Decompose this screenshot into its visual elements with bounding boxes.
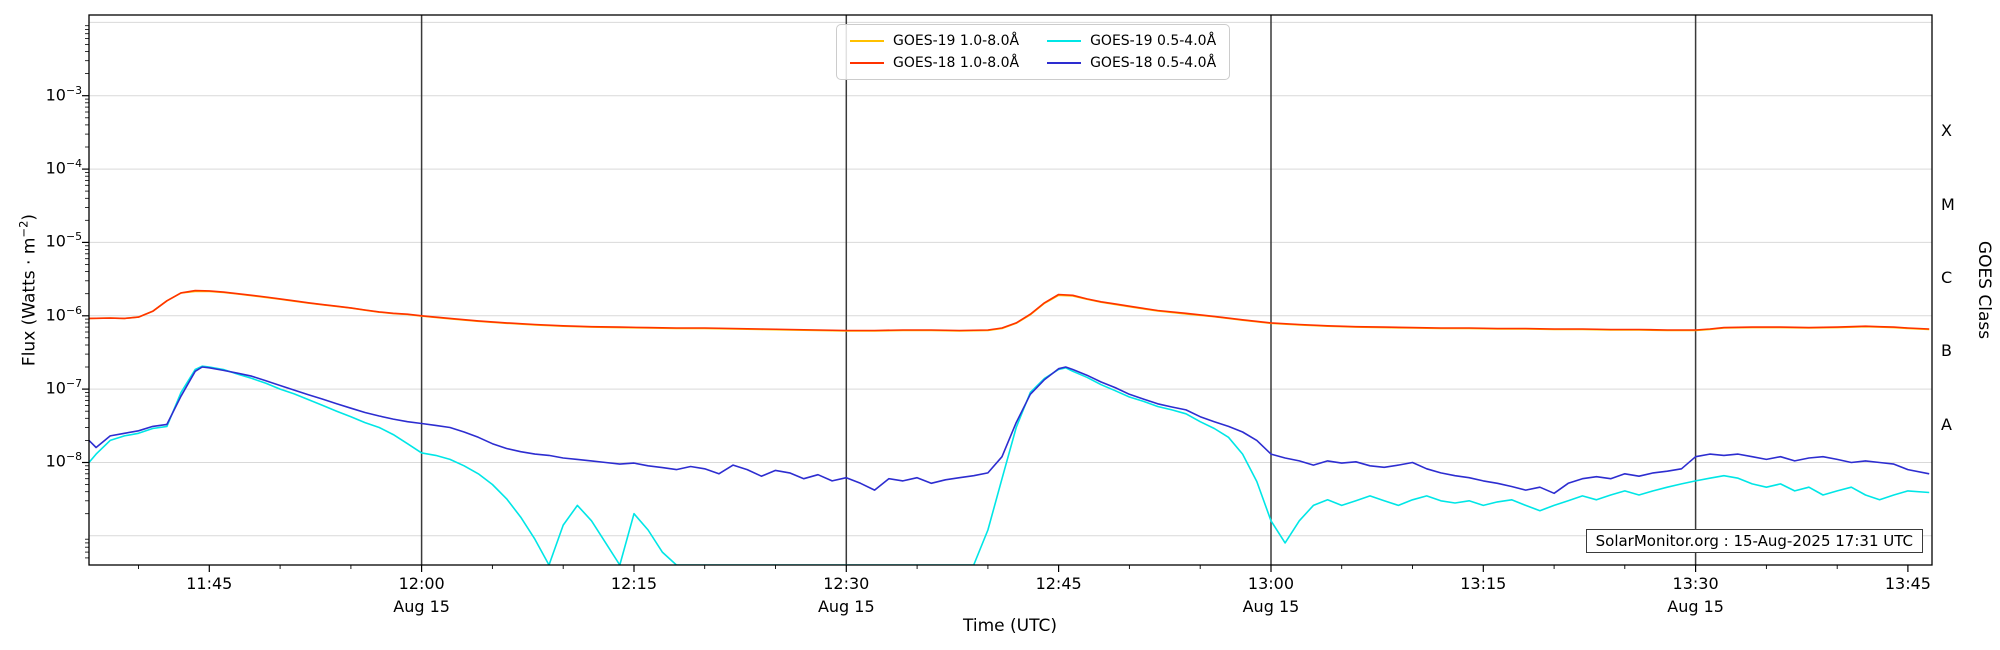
plot-border bbox=[88, 14, 1933, 566]
x-tick-label: 13:15 bbox=[1460, 574, 1507, 593]
goes-class-label: B bbox=[1941, 341, 1952, 361]
legend-line-sample-goes19_short bbox=[1047, 39, 1082, 43]
x-tick-label: 11:45 bbox=[186, 574, 233, 593]
legend-line-sample-goes18_long bbox=[850, 61, 884, 65]
y-tick-label: 10−7 bbox=[45, 377, 82, 398]
x-tick-label: 12:15 bbox=[610, 574, 658, 593]
goes-class-label: A bbox=[1941, 414, 1952, 434]
vertical-day-gridlines bbox=[420, 15, 1697, 565]
legend-label: GOES-18 0.5-4.0Å bbox=[1090, 55, 1217, 71]
series-line-goes18_long bbox=[89, 289, 1930, 332]
right-axis-title: GOES Class bbox=[1974, 240, 1994, 340]
legend-label: GOES-18 1.0-8.0Å bbox=[893, 55, 1020, 71]
x-tick-label: 13:30 Aug 15 bbox=[1667, 574, 1724, 616]
series-line-goes19_short bbox=[89, 365, 1930, 565]
y-tick-label: 10−8 bbox=[45, 450, 82, 471]
series-line-goes18_short bbox=[89, 366, 1930, 495]
goes-class-label: X bbox=[1941, 121, 1952, 141]
legend: GOES-19 1.0-8.0Å GOES-18 1.0-8.0Å GOES-19 … bbox=[836, 24, 1231, 80]
legend-item-goes19_short: GOES-19 0.5-4.0Å bbox=[1047, 33, 1216, 49]
goes-class-label: C bbox=[1941, 268, 1953, 288]
legend-line-sample-goes18_short bbox=[1047, 61, 1082, 65]
y-tick-label: 10−5 bbox=[45, 230, 82, 251]
watermark: SolarMonitor.org : 15-Aug-2025 17:31 UTC bbox=[1585, 529, 1923, 553]
horizontal-gridlines bbox=[89, 21, 1932, 537]
x-tick-label: 12:30 Aug 15 bbox=[817, 574, 875, 616]
x-tick-label: 13:00 Aug 15 bbox=[1242, 574, 1300, 616]
y-tick-label: 10−6 bbox=[45, 303, 82, 325]
x-tick-label: 12:45 bbox=[1035, 574, 1082, 593]
legend-line-sample-goes19_long bbox=[850, 39, 884, 43]
x-axis-title: Time (UTC) bbox=[963, 616, 1057, 636]
legend-label: GOES-19 1.0-8.0Å bbox=[893, 33, 1020, 49]
plot-background bbox=[89, 15, 1932, 565]
legend-item-goes18_short: GOES-18 0.5-4.0Å bbox=[1047, 55, 1216, 71]
y-tick-label: 10−4 bbox=[45, 157, 82, 178]
legend-item-goes19_long: GOES-19 1.0-8.0Å bbox=[850, 33, 1019, 49]
goes-class-label: M bbox=[1941, 194, 1955, 214]
x-tick-label: 12:00 Aug 15 bbox=[393, 574, 450, 616]
legend-item-goes18_long: GOES-18 1.0-8.0Å bbox=[850, 55, 1019, 71]
y-tick-label: 10−3 bbox=[45, 83, 82, 105]
axis-ticks bbox=[82, 25, 1909, 572]
legend-label: GOES-19 0.5-4.0Å bbox=[1090, 33, 1217, 49]
x-tick-label: 13:45 bbox=[1884, 574, 1931, 593]
